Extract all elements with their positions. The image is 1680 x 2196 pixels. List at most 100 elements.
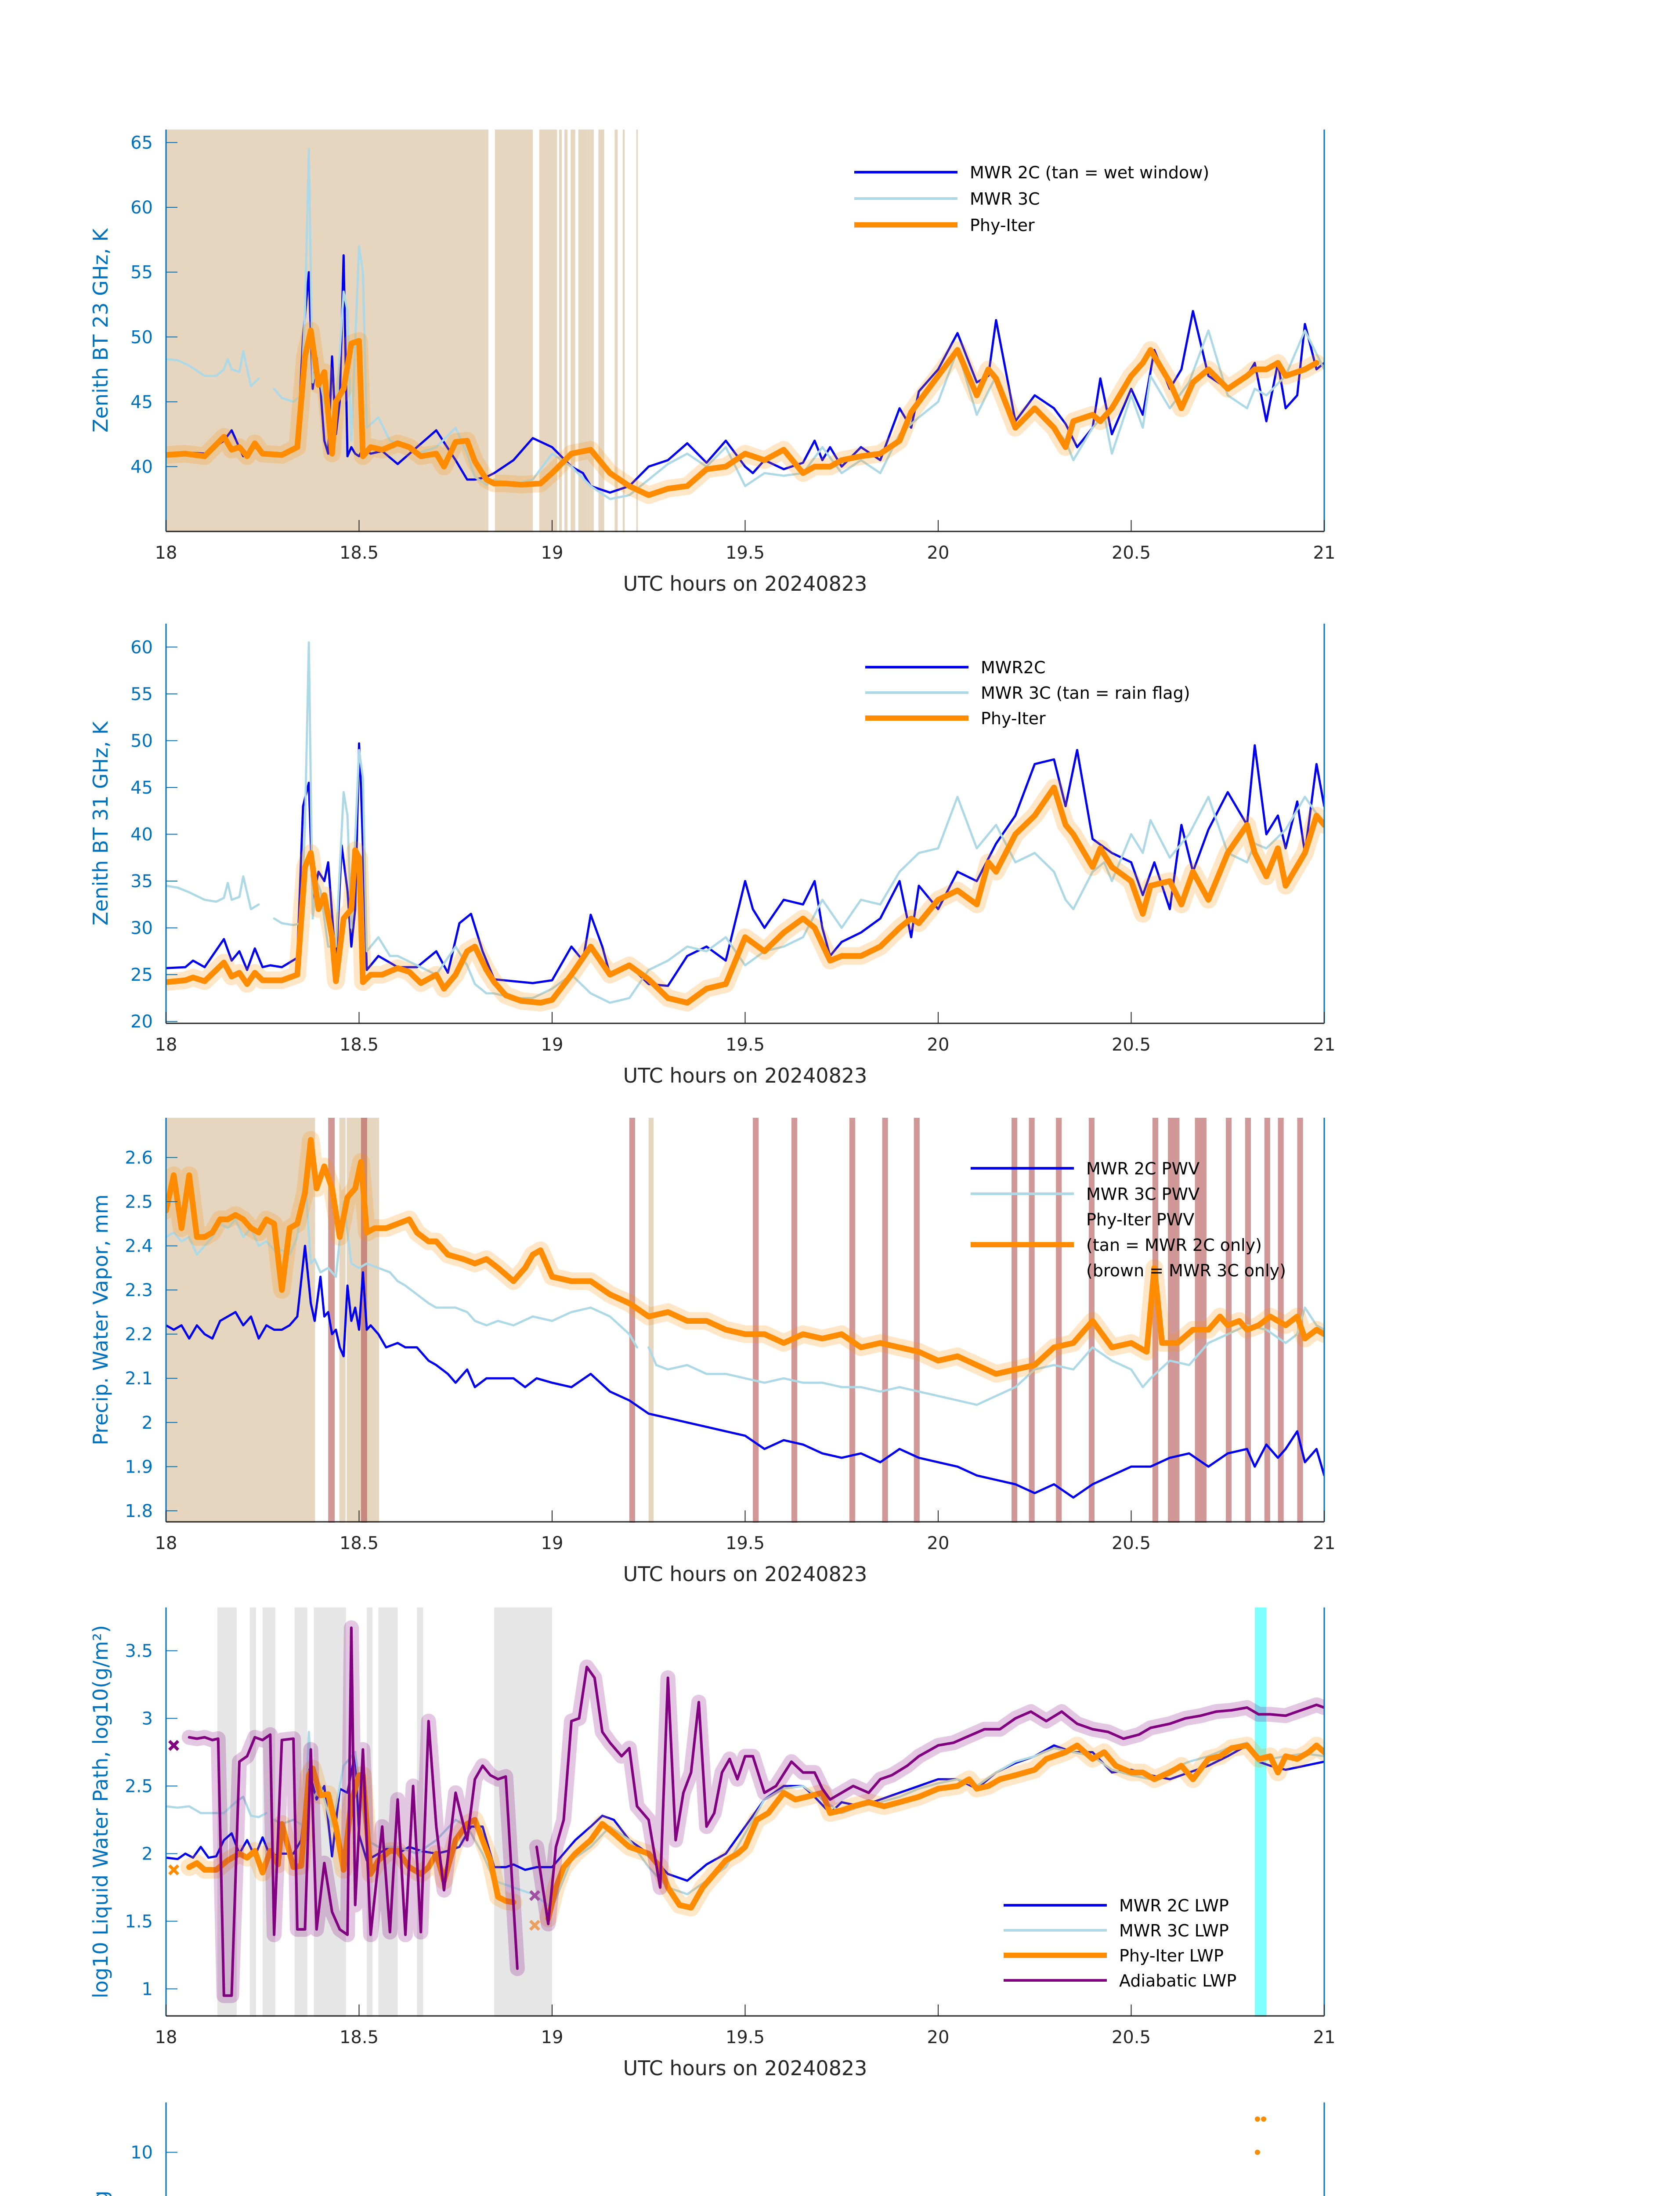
x-marker-icon <box>168 1864 180 1875</box>
shaded-region-wet-window <box>622 130 625 532</box>
series-mwr-2c-pwv-line <box>166 1245 1324 1499</box>
series-adiabatic-lwp-seg0-line <box>188 1626 519 1997</box>
y-tick-label: 1.9 <box>125 1457 153 1477</box>
legend: MWR 2C PWV MWR 3C PWV Phy-Iter PWV (tan = M… <box>971 1159 1286 1280</box>
y-tick-label: 55 <box>130 263 153 283</box>
shaded-region-mwr-3c-only-brown- <box>1056 1118 1062 1523</box>
y-axis-label: Precip. Water Vapor, mm <box>89 1194 112 1445</box>
shaded-region-cyan <box>1254 1607 1267 2017</box>
x-tick-label: 21 <box>1313 543 1336 563</box>
y-tick-label: 1.5 <box>125 1911 153 1932</box>
shaded-region-gray <box>262 1607 275 2017</box>
legend-label: MWR2C <box>981 658 1045 677</box>
y-axis-label: Zenith BT 31 GHz, K <box>89 721 112 926</box>
series-adiabatic-lwp-seg1-line <box>535 1665 1324 1925</box>
legend-item: Phy-Iter LWP <box>1004 1946 1224 1965</box>
series-mwr-2c-line <box>166 254 1324 494</box>
series-mwr-3c-seg0-line <box>166 875 260 910</box>
legend-item: MWR 2C LWP <box>1004 1896 1229 1915</box>
legend-item: (brown = MWR 3C only) <box>1086 1261 1286 1280</box>
x-tick-label: 18.5 <box>340 1533 379 1553</box>
shaded-region-mwr-3c-only-brown- <box>328 1118 335 1523</box>
x-marker-icon <box>529 1920 540 1931</box>
shaded-region-gray <box>249 1607 256 2017</box>
x-tick-label: 19.5 <box>726 543 765 563</box>
legend-label: MWR 3C <box>970 189 1040 209</box>
shaded-region-wet-window <box>571 130 575 532</box>
x-tick-label: 18 <box>155 1035 177 1055</box>
data-point <box>1254 2116 1260 2122</box>
series-phy-iter-line <box>166 328 1319 498</box>
x-axis-label: UTC hours on 20240823 <box>623 1562 867 1586</box>
shaded-region-wet-window <box>559 130 562 532</box>
data-point <box>1261 2116 1266 2122</box>
x-tick-label: 18.5 <box>340 1035 379 1055</box>
legend-item: Phy-Iter <box>854 216 1035 235</box>
series-mwr-3c-pwv-seg1-line <box>647 1306 1324 1406</box>
x-axis-label: UTC hours on 20240823 <box>623 1064 867 1087</box>
legend-label: Phy-Iter LWP <box>1119 1946 1224 1965</box>
x-tick-label: 20.5 <box>1112 1035 1151 1055</box>
shaded-region-mwr-3c-only-brown- <box>1012 1118 1018 1523</box>
x-tick-label: 21 <box>1313 1533 1336 1553</box>
shaded-region-mwr-3c-only-brown- <box>1029 1118 1035 1523</box>
legend-item: MWR 3C (tan = rain flag) <box>865 683 1190 703</box>
y-tick-label: 2.4 <box>125 1236 153 1257</box>
legend-item: MWR 2C PWV <box>971 1159 1199 1178</box>
y-tick-label: 2.5 <box>125 1776 153 1796</box>
y-tick-label: 3.5 <box>125 1641 153 1661</box>
x-tick-label: 18.5 <box>340 2027 379 2048</box>
marker-x-adiabatic-lwp <box>168 1740 180 1751</box>
y-tick-label: 50 <box>130 327 153 347</box>
legend: MWR 2C (tan = wet window) MWR 3C Phy-Iter <box>854 163 1209 235</box>
series-mwr-3c-seg0-line <box>166 350 260 387</box>
legend-label: (tan = MWR 2C only) <box>1086 1235 1262 1255</box>
legend-label: Phy-Iter PWV <box>1086 1210 1194 1229</box>
x-tick-label: 20.5 <box>1112 2027 1151 2048</box>
shaded-region-mwr-3c-only-brown- <box>849 1118 856 1523</box>
shaded-region-wet-window <box>636 130 638 532</box>
x-tick-label: 20 <box>927 1035 950 1055</box>
shaded-region-mwr-3c-only-brown- <box>1245 1118 1251 1523</box>
shaded-region-mwr-3c-only-brown- <box>753 1118 759 1523</box>
x-tick-label: 19 <box>541 1035 564 1055</box>
series-mwr-3c-seg1-line <box>273 641 1324 1004</box>
shaded-region-wet-window <box>578 130 587 532</box>
y-tick-label: 60 <box>130 637 153 657</box>
series-mwr-3c-lwp-seg0-line <box>166 1795 267 1818</box>
legend-label: Adiabatic LWP <box>1119 1971 1236 1990</box>
x-tick-label: 19.5 <box>726 1035 765 1055</box>
y-tick-label: 40 <box>130 457 153 477</box>
y-tick-label: 2.2 <box>125 1325 153 1345</box>
y-axis-label: Zenith BT 23 GHz, K <box>89 228 112 433</box>
series-mwr-3c-pwv-seg0-line <box>166 1174 638 1349</box>
shaded-region-mwr-3c-only-brown- <box>1195 1118 1207 1523</box>
y-tick-label: 50 <box>130 731 153 751</box>
x-tick-label: 20.5 <box>1112 1533 1151 1553</box>
y-axis-label: log10 Liquid Water Path, log10(g/m²) <box>89 1625 112 1998</box>
chart-panel-pwv: 1.8 1.9 2 2.1 2.2 2.3 2.4 2.5 2.6 18 18.5 19 19.5 20 2… <box>89 1118 1335 1586</box>
x-tick-label: 19 <box>541 1533 564 1553</box>
x-tick-label: 18.5 <box>340 543 379 563</box>
legend-item: MWR 2C (tan = wet window) <box>854 163 1209 182</box>
chart-panel-lwp: 1 1.5 2 2.5 3 3.5 18 18.5 19 19.5 20 20.5 21 UTC hour… <box>89 1607 1335 2080</box>
legend-label: MWR 2C (tan = wet window) <box>970 163 1209 182</box>
x-tick-label: 20 <box>927 543 950 563</box>
x-axis-label: UTC hours on 20240823 <box>623 572 867 596</box>
y-tick-label: 20 <box>130 1012 153 1032</box>
shaded-region-mwr-3c-only-brown- <box>882 1118 888 1523</box>
y-tick-label: 35 <box>130 871 153 892</box>
legend-item: Adiabatic LWP <box>1004 1971 1236 1990</box>
legend: MWR 2C LWP MWR 3C LWP Phy-Iter LWP Adiabati… <box>1004 1896 1236 1990</box>
x-marker-icon <box>168 1740 180 1751</box>
y-tick-label: 60 <box>130 198 153 218</box>
plot-area <box>166 1607 1324 2017</box>
shaded-region-wet-window <box>495 130 533 532</box>
legend-item: MWR 3C <box>854 189 1040 209</box>
legend-label: MWR 3C PWV <box>1086 1185 1199 1204</box>
series-phy-iter-lwp-seg1-line <box>545 1742 1324 1922</box>
y-tick-label: 2.5 <box>125 1192 153 1212</box>
x-tick-label: 18 <box>155 1533 177 1553</box>
